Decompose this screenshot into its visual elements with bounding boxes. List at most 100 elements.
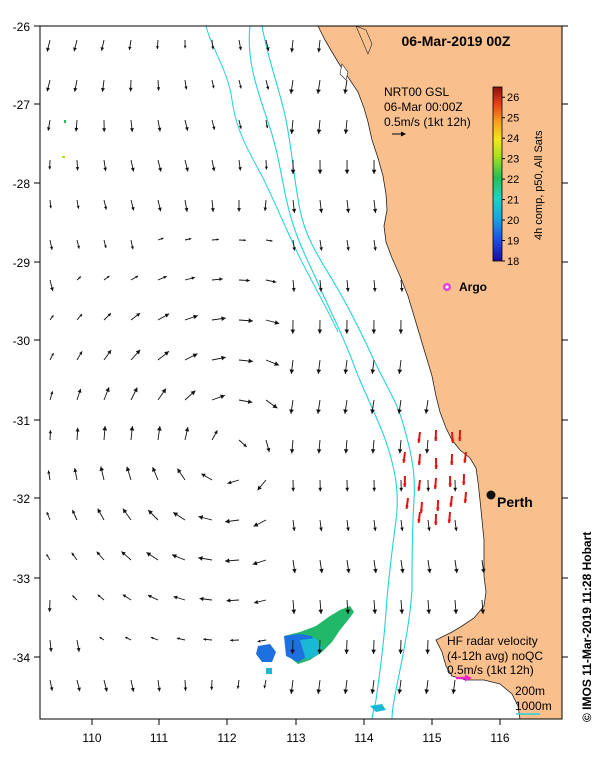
- current-vector-head: [254, 600, 259, 604]
- current-vector-head: [158, 167, 162, 172]
- current-vector-head: [211, 167, 216, 172]
- current-vector-head: [343, 409, 348, 414]
- current-vector-head: [318, 208, 324, 213]
- hf-vector-head: [405, 505, 409, 509]
- current-vector-head: [104, 687, 108, 692]
- current-vector-head: [214, 430, 218, 435]
- hf-vector-head: [457, 437, 462, 441]
- current-vector-head: [135, 349, 141, 355]
- current-vector-head: [316, 449, 322, 454]
- hf-legend-arrowhead: [465, 674, 472, 682]
- current-vector-head: [129, 426, 135, 431]
- current-vector-head: [191, 276, 195, 280]
- current-vector-head: [398, 329, 404, 334]
- hf-vector-head: [447, 519, 452, 523]
- current-vector-head: [51, 353, 54, 356]
- y-tick-label: -30: [13, 334, 31, 348]
- current-vector-head: [99, 466, 104, 472]
- hf-legend-line1: HF radar velocity: [447, 634, 538, 648]
- current-vector-head: [238, 46, 243, 51]
- current-vector-head: [343, 129, 349, 134]
- colorbar-tick-label: 19: [507, 236, 519, 248]
- current-vector-head: [49, 687, 54, 691]
- current-vector-head: [343, 449, 349, 454]
- current-vector-head: [373, 247, 377, 251]
- current-vector-head: [47, 127, 51, 131]
- current-vector-head: [400, 568, 405, 574]
- current-vector-head: [266, 47, 270, 51]
- hf-vector-head: [417, 519, 421, 523]
- bathymetry-200m-contour: [261, 26, 415, 719]
- hf-vector-head: [402, 459, 406, 463]
- current-vector-head: [48, 166, 52, 170]
- current-vector-head: [399, 287, 404, 292]
- current-vector-head: [289, 129, 295, 134]
- current-vector-head: [107, 350, 112, 355]
- current-vector-head: [289, 689, 295, 694]
- current-vector-head: [220, 394, 225, 399]
- current-vector-head: [237, 208, 241, 212]
- hf-vector-head: [433, 521, 438, 525]
- current-vector-head: [266, 86, 270, 90]
- current-vector-head: [163, 276, 167, 279]
- y-tick-label: -28: [13, 177, 31, 191]
- current-vector-head: [211, 85, 215, 89]
- current-vector-head: [133, 387, 138, 393]
- current-vector-head: [210, 686, 214, 690]
- vector-legend-arrowhead: [401, 131, 406, 137]
- island: [355, 26, 373, 55]
- argo-label: Argo: [459, 280, 487, 294]
- current-vector-head: [263, 685, 267, 689]
- current-vector-head: [318, 609, 324, 614]
- colorbar-tick-label: 23: [507, 154, 519, 166]
- current-vector-head: [344, 329, 350, 334]
- y-tick-label: -31: [13, 414, 31, 428]
- current-vector-head: [125, 466, 131, 472]
- current-vector-head: [203, 638, 207, 641]
- current-vector-head: [345, 208, 351, 213]
- current-vector-head: [257, 639, 261, 643]
- city-label: Perth: [497, 494, 533, 510]
- current-vector-head: [172, 554, 177, 559]
- current-vector-head: [427, 568, 432, 574]
- current-vector-head: [73, 87, 78, 92]
- hf-radar-vectors: [402, 429, 468, 526]
- y-tick-label: -27: [13, 98, 31, 112]
- depth-legend-1000m: 1000m: [515, 699, 552, 713]
- current-vector-head: [292, 247, 296, 251]
- current-vector-head: [76, 205, 80, 209]
- current-vector-head: [343, 689, 349, 694]
- argo-marker[interactable]: Argo: [443, 280, 487, 294]
- current-vector-head: [103, 167, 107, 172]
- island: [339, 63, 349, 81]
- current-vector-head: [290, 169, 296, 174]
- current-vector-head: [148, 510, 153, 515]
- x-tick-label: 112: [217, 731, 236, 745]
- current-vector-head: [48, 648, 53, 652]
- current-vector-head: [370, 689, 376, 694]
- current-vector-head: [106, 276, 110, 279]
- city-perth[interactable]: Perth: [486, 490, 533, 511]
- current-vector-head: [105, 387, 110, 393]
- current-vector-head: [150, 637, 154, 640]
- current-vector-head: [49, 246, 54, 250]
- hf-vector-head: [417, 487, 421, 491]
- current-vector-head: [257, 485, 262, 491]
- current-vector-head: [316, 409, 321, 414]
- current-vector-head: [72, 595, 75, 598]
- current-vector-head: [184, 86, 188, 90]
- current-vector-head: [291, 487, 296, 492]
- colorbar: 18 19 20 21 22 23 24 25 26 4h comp, p50, All Sat…: [492, 86, 545, 268]
- current-vector-head: [372, 287, 377, 292]
- current-vector-head: [265, 125, 269, 129]
- current-vector-head: [157, 207, 162, 212]
- current-vector-head: [243, 239, 246, 242]
- current-vector-head: [76, 647, 81, 652]
- current-vector-head: [173, 512, 179, 517]
- current-vector-head: [72, 510, 76, 514]
- current-vector-head: [104, 206, 108, 210]
- current-vector-head: [102, 426, 108, 431]
- current-vector-head: [185, 167, 189, 172]
- current-vector-head: [173, 595, 178, 600]
- current-vector-head: [344, 169, 350, 174]
